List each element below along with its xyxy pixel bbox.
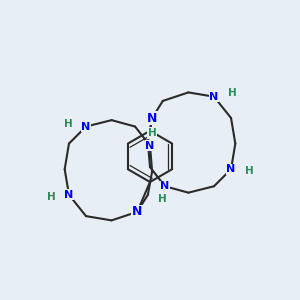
Text: H: H [158,194,167,204]
Text: N: N [132,206,142,218]
Text: N: N [226,164,236,174]
Text: H: H [47,192,56,202]
Text: H: H [227,88,236,98]
Text: H: H [244,166,253,176]
Text: N: N [147,112,157,124]
Text: H: H [148,128,157,138]
Text: N: N [160,181,170,191]
Text: N: N [81,122,91,131]
Text: N: N [64,190,74,200]
Text: N: N [146,141,154,151]
Text: N: N [209,92,219,102]
Text: H: H [64,119,73,129]
